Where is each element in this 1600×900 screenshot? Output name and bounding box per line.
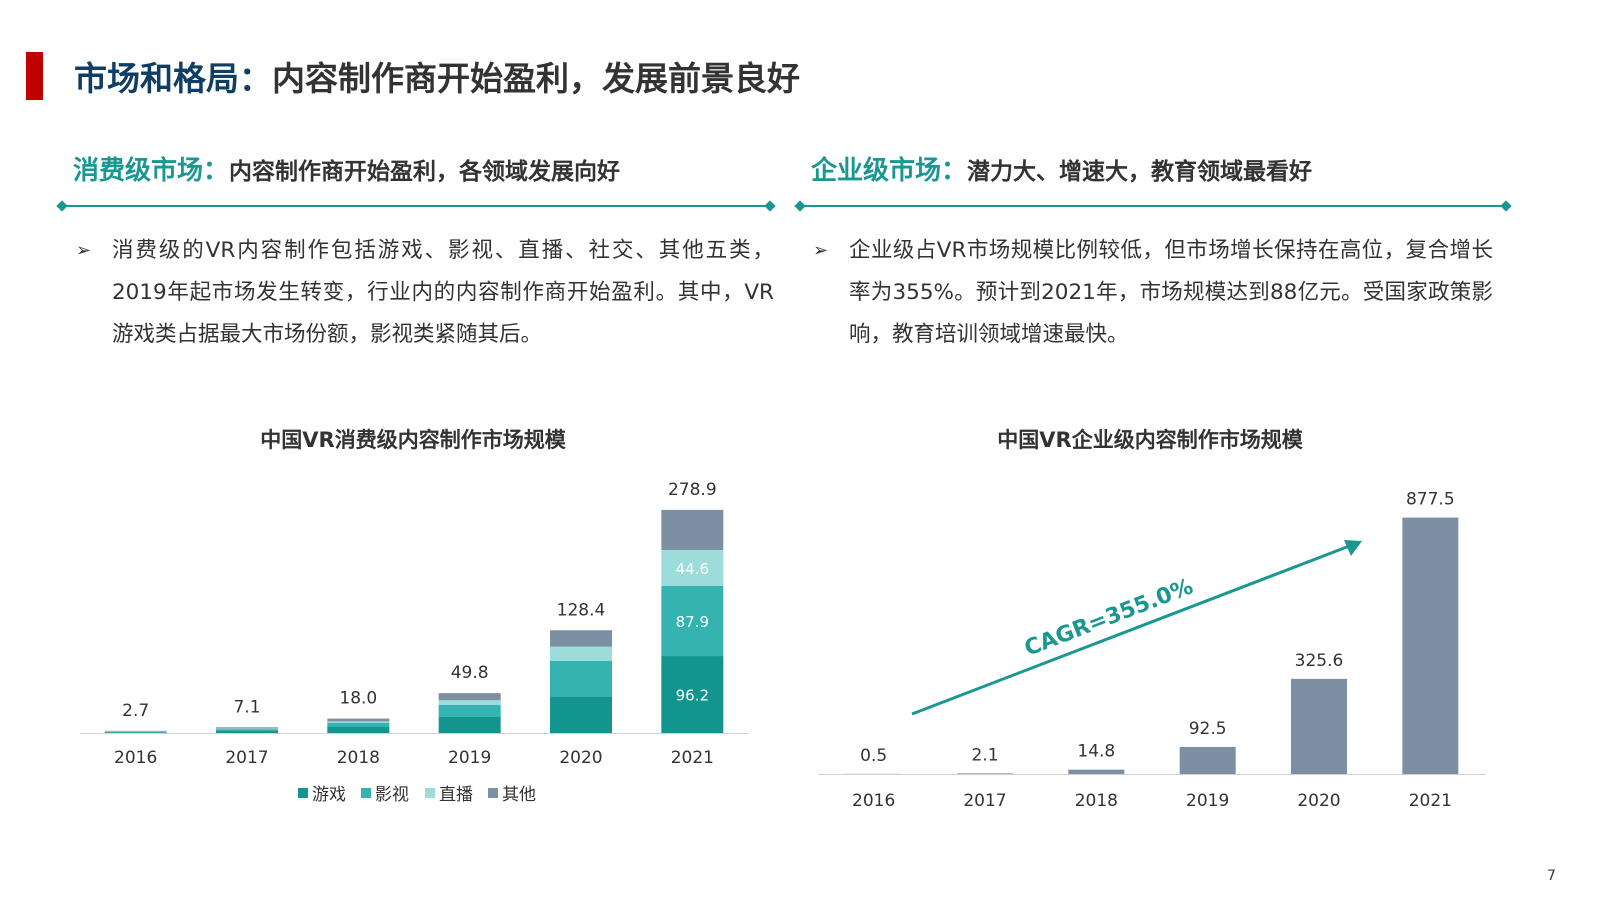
consumer-divider [62, 205, 770, 207]
legend-swatch-直播 [425, 788, 435, 798]
consumer-chart-title: 中国VR消费级内容制作市场规模 [260, 428, 566, 452]
x-tick-label: 2021 [671, 748, 714, 768]
consumer-heading-rest: 内容制作商开始盈利，各领域发展向好 [229, 159, 621, 185]
bullet-arrow-icon: ➢ [813, 240, 829, 261]
bar-segment-影视-2021 [661, 585, 724, 657]
bar-segment-游戏-2016 [104, 732, 167, 733]
x-tick-label: 2019 [448, 748, 491, 768]
value-label: 14.8 [1077, 742, 1115, 762]
total-label: 128.4 [557, 600, 606, 620]
bar-segment-直播-2020 [550, 646, 612, 661]
legend-label-游戏: 游戏 [312, 785, 346, 805]
enterprise-chart-title: 中国VR企业级内容制作市场规模 [997, 428, 1303, 452]
segment-label: 96.2 [676, 687, 709, 705]
x-tick-label: 2016 [852, 791, 895, 811]
x-tick-label: 2017 [963, 791, 1006, 811]
page-title: 市场和格局：内容制作商开始盈利，发展前景良好 [74, 52, 800, 100]
bar-segment-直播-2021 [661, 550, 724, 586]
consumer-bullet-text: 消费级的VR内容制作包括游戏、影视、直播、社交、其他五类，2019年起市场发生转… [112, 238, 774, 347]
cagr-annotation: CAGR=355.0% [1021, 574, 1196, 661]
bar-segment-影视-2016 [104, 731, 167, 733]
enterprise-section-heading: 企业级市场：潜力大、增速大，教育领域最看好 [811, 150, 1312, 187]
legend-label-直播: 直播 [439, 785, 473, 805]
bar-segment-其他-2021 [661, 509, 724, 551]
enterprise-divider [800, 205, 1506, 207]
value-label: 877.5 [1406, 490, 1455, 510]
total-label: 49.8 [451, 663, 489, 683]
bar-segment-直播-2017 [216, 728, 278, 730]
x-tick-label: 2020 [559, 748, 602, 768]
enterprise-market-chart: 0.5 2016 2.1 2017 14.8 2018 92.5 2019 325.6 2020 8… [818, 490, 1486, 811]
page-title-highlight: 市场和格局： [74, 59, 272, 98]
bar-segment-影视-2018 [327, 723, 390, 727]
bar-2017 [957, 773, 1013, 774]
enterprise-bullet-text: 企业级占VR市场规模比例较低，但市场增长保持在高位，复合增长率为355%。预计到… [849, 238, 1493, 347]
bar-2019 [1179, 746, 1236, 774]
consumer-section-heading: 消费级市场：内容制作商开始盈利，各领域发展向好 [73, 150, 620, 187]
enterprise-heading-rest: 潜力大、增速大，教育领域最看好 [967, 159, 1313, 185]
bullet-arrow-icon: ➢ [76, 240, 92, 261]
x-tick-label: 2016 [114, 748, 157, 768]
consumer-heading-highlight: 消费级市场： [73, 156, 230, 186]
value-label: 0.5 [860, 746, 887, 766]
bar-2021 [1402, 517, 1459, 774]
bar-segment-影视-2019 [438, 705, 501, 717]
bar-segment-影视-2020 [550, 661, 612, 697]
bar-2018 [1068, 769, 1125, 774]
enterprise-bullet: ➢ 企业级占VR市场规模比例较低，但市场增长保持在高位，复合增长率为355%。预… [813, 230, 1493, 356]
legend-swatch-影视 [361, 788, 371, 798]
bar-segment-直播-2019 [438, 700, 501, 705]
value-label: 2.1 [971, 745, 998, 765]
x-tick-label: 2021 [1409, 791, 1452, 811]
value-label: 92.5 [1189, 719, 1227, 739]
bar-segment-其他-2020 [550, 630, 612, 647]
trend-arrow-head-icon [1344, 540, 1362, 556]
legend-swatch-其他 [488, 788, 498, 798]
x-tick-label: 2020 [1297, 791, 1340, 811]
total-label: 18.0 [339, 689, 377, 709]
bar-segment-其他-2017 [216, 727, 278, 729]
x-tick-label: 2017 [225, 748, 268, 768]
bar-segment-影视-2017 [216, 729, 278, 731]
enterprise-heading-highlight: 企业级市场： [811, 156, 968, 186]
total-label: 278.9 [668, 480, 717, 500]
consumer-bullet: ➢ 消费级的VR内容制作包括游戏、影视、直播、社交、其他五类，2019年起市场发… [76, 230, 774, 356]
bar-segment-其他-2018 [327, 718, 390, 722]
bar-segment-游戏-2021 [661, 656, 724, 733]
title-accent-bar [26, 52, 43, 100]
segment-label: 44.6 [676, 560, 709, 578]
bar-segment-游戏-2019 [438, 717, 501, 733]
trend-arrow-line [911, 543, 1353, 716]
page-title-rest: 内容制作商开始盈利，发展前景良好 [272, 59, 800, 98]
legend-label-影视: 影视 [375, 785, 409, 805]
bar-segment-直播-2018 [327, 721, 390, 723]
value-label: 325.6 [1295, 651, 1344, 671]
segment-label: 87.9 [676, 613, 709, 631]
page-number: 7 [1547, 868, 1556, 884]
bar-segment-游戏-2020 [550, 697, 612, 733]
x-tick-label: 2018 [337, 748, 380, 768]
bar-segment-游戏-2017 [216, 730, 278, 733]
consumer-market-chart: 2.7 2016 7.1 2017 18.0 2018 49.8 2019 128.4 2020 9… [80, 480, 748, 805]
x-tick-label: 2018 [1075, 791, 1118, 811]
bar-segment-其他-2019 [438, 693, 501, 701]
total-label: 2.7 [122, 701, 149, 721]
x-tick-label: 2019 [1186, 791, 1229, 811]
bar-segment-游戏-2018 [327, 726, 390, 733]
legend-label-其他: 其他 [502, 785, 536, 805]
bar-2020 [1291, 678, 1347, 774]
legend-swatch-游戏 [298, 788, 308, 798]
total-label: 7.1 [233, 697, 260, 717]
